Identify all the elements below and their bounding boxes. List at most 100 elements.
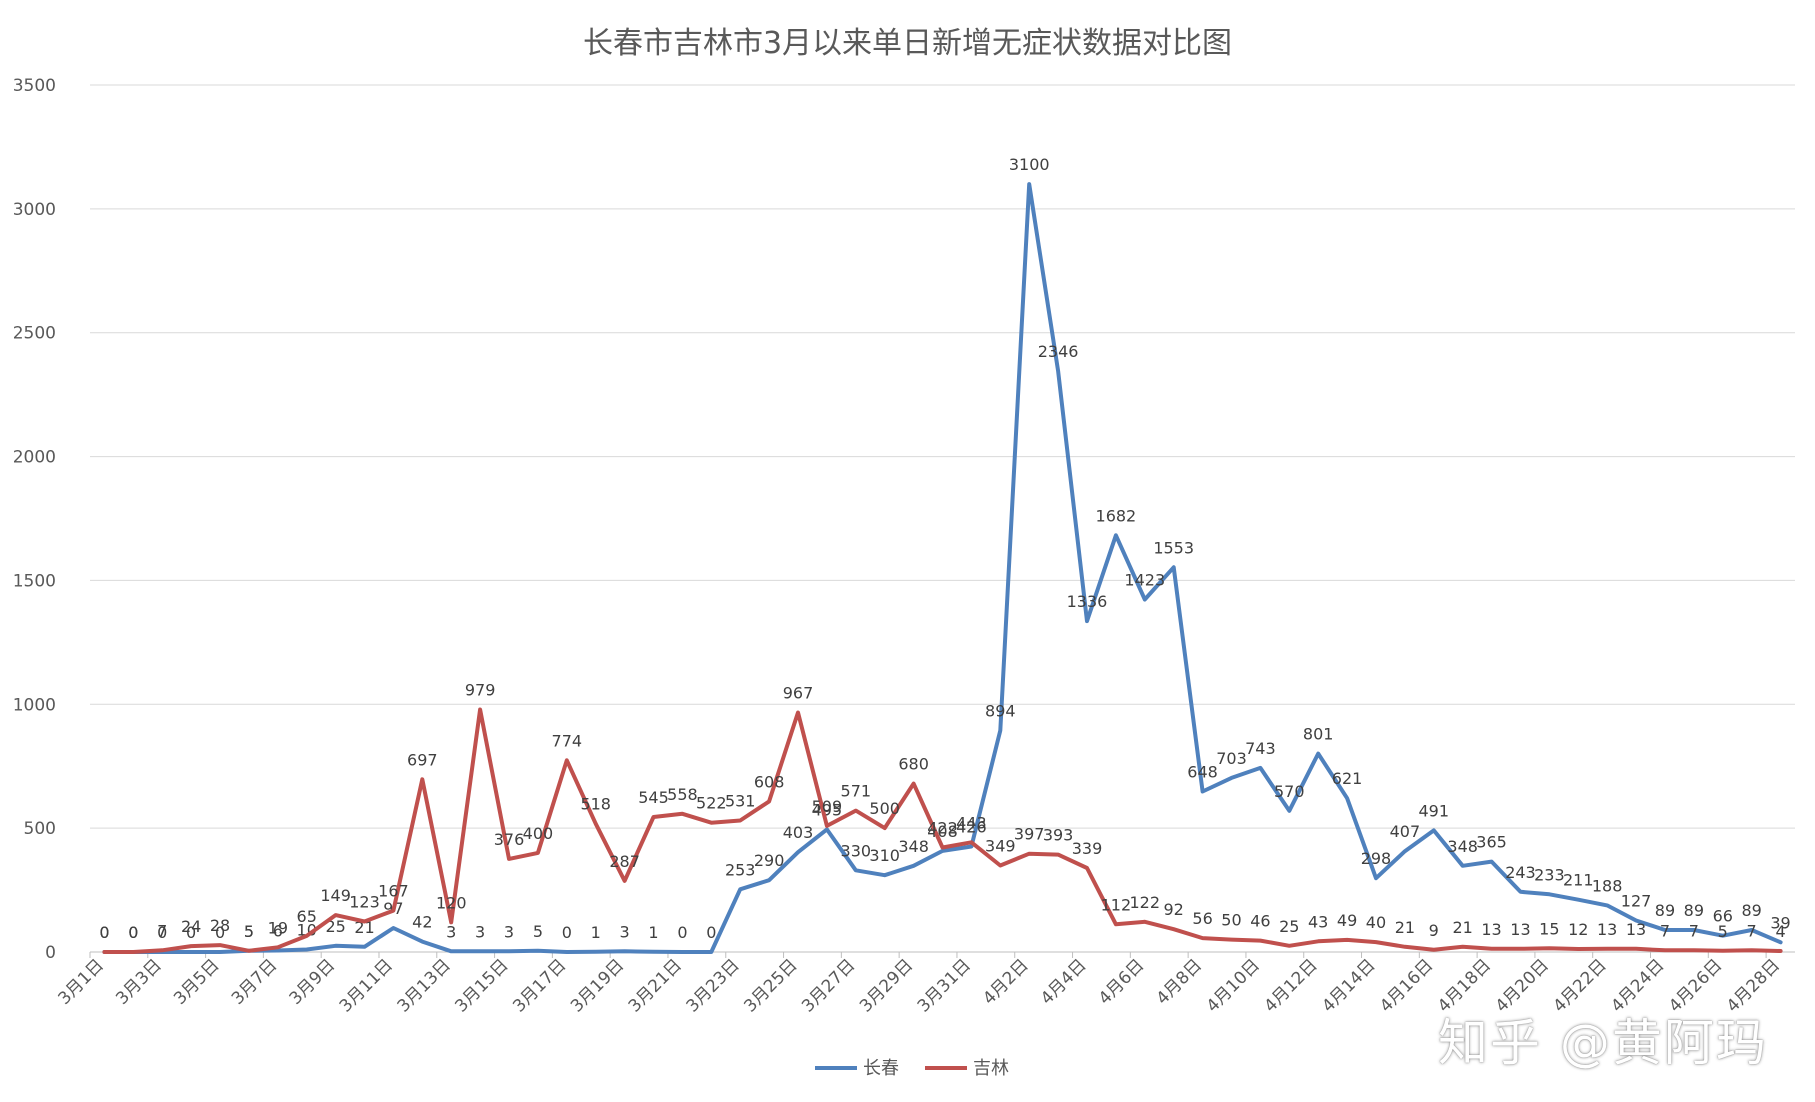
data-label: 290 — [754, 851, 785, 870]
data-label: 0 — [99, 923, 109, 942]
data-label: 801 — [1303, 725, 1334, 744]
data-label: 0 — [99, 923, 109, 942]
data-label: 92 — [1164, 900, 1184, 919]
data-label: 894 — [985, 702, 1016, 721]
data-label: 13 — [1597, 920, 1617, 939]
data-label: 19 — [268, 918, 288, 937]
y-tick-label: 0 — [45, 943, 56, 963]
data-label: 680 — [898, 755, 929, 774]
data-label: 13 — [1481, 920, 1501, 939]
data-label: 500 — [869, 799, 900, 818]
data-label: 571 — [841, 782, 872, 801]
data-label: 7 — [1660, 921, 1670, 940]
data-label: 21 — [1452, 918, 1472, 937]
data-label: 3 — [504, 922, 514, 941]
data-label: 0 — [215, 923, 225, 942]
data-label: 287 — [609, 852, 640, 871]
data-label: 65 — [297, 907, 317, 926]
data-label: 122 — [1130, 893, 1161, 912]
data-label: 522 — [696, 794, 727, 813]
x-tick-label: 3月27日 — [798, 955, 859, 1016]
data-label: 491 — [1418, 801, 1449, 820]
data-label: 365 — [1476, 833, 1507, 852]
data-label: 112 — [1101, 895, 1132, 914]
data-label: 443 — [956, 813, 987, 832]
data-label: 7 — [1689, 921, 1699, 940]
data-label: 1423 — [1124, 571, 1165, 590]
data-label: 0 — [706, 923, 716, 942]
data-label: 1553 — [1153, 538, 1194, 557]
data-label: 9 — [1429, 921, 1439, 940]
data-label: 339 — [1072, 839, 1103, 858]
data-label: 127 — [1621, 892, 1652, 911]
data-label: 3 — [446, 922, 456, 941]
x-tick-label: 4月2日 — [979, 955, 1032, 1008]
data-label: 0 — [157, 923, 167, 942]
data-label: 5 — [244, 922, 254, 941]
data-label: 703 — [1216, 749, 1247, 768]
data-label: 5 — [1718, 922, 1728, 941]
data-label: 1 — [648, 923, 658, 942]
data-label: 6 — [273, 922, 283, 941]
data-label: 400 — [523, 824, 554, 843]
y-tick-label: 3000 — [13, 200, 56, 220]
x-tick-label: 3月23日 — [683, 955, 744, 1016]
data-label: 697 — [407, 750, 438, 769]
data-label: 426 — [956, 817, 987, 836]
data-label: 608 — [754, 772, 785, 791]
y-tick-label: 3500 — [13, 76, 56, 96]
data-label: 120 — [436, 893, 467, 912]
data-label: 233 — [1534, 865, 1565, 884]
data-label: 349 — [985, 837, 1016, 856]
data-label: 0 — [128, 923, 138, 942]
data-label: 1336 — [1067, 592, 1108, 611]
data-label: 509 — [812, 797, 843, 816]
x-tick-label: 3月21日 — [625, 955, 686, 1016]
data-label: 545 — [638, 788, 669, 807]
data-label: 0 — [677, 923, 687, 942]
data-label: 49 — [1337, 911, 1357, 930]
data-label: 10 — [297, 921, 317, 940]
data-label: 558 — [667, 785, 698, 804]
data-label: 188 — [1592, 876, 1623, 895]
data-label: 979 — [465, 680, 496, 699]
data-label: 393 — [1043, 826, 1074, 845]
data-label: 348 — [1447, 837, 1478, 856]
x-tick-label: 3月25日 — [740, 955, 801, 1016]
watermark: 知乎 @黄阿玛 — [1438, 1014, 1768, 1072]
data-label: 25 — [1279, 917, 1299, 936]
data-label: 89 — [1741, 901, 1761, 920]
data-label: 50 — [1221, 911, 1241, 930]
data-label: 1682 — [1096, 506, 1137, 525]
data-label: 531 — [725, 791, 756, 810]
data-label: 3 — [475, 922, 485, 941]
data-label: 43 — [1308, 912, 1328, 931]
data-label: 518 — [580, 795, 611, 814]
data-label: 39 — [1770, 913, 1790, 932]
data-label: 774 — [552, 731, 583, 750]
x-tick-label: 3月1日 — [54, 955, 107, 1008]
series-line-0 — [102, 182, 1783, 954]
y-tick-label: 1000 — [13, 695, 56, 715]
legend-label: 吉林 — [973, 1058, 1009, 1079]
data-label: 66 — [1713, 907, 1733, 926]
x-tick-label: 4月8日 — [1153, 955, 1206, 1008]
data-label: 0 — [186, 923, 196, 942]
data-label: 24 — [181, 917, 201, 936]
data-label: 253 — [725, 860, 756, 879]
data-label: 422 — [927, 818, 958, 837]
data-label: 12 — [1568, 920, 1588, 939]
data-label: 3100 — [1009, 155, 1050, 174]
data-label: 621 — [1332, 769, 1363, 788]
data-label: 15 — [1539, 919, 1559, 938]
data-label: 5 — [244, 922, 254, 941]
data-label: 13 — [1510, 920, 1530, 939]
data-label: 0 — [562, 923, 572, 942]
data-label: 25 — [325, 917, 345, 936]
x-tick-label: 4月12日 — [1261, 955, 1322, 1016]
x-tick-label: 3月5日 — [170, 955, 223, 1008]
data-label: 243 — [1505, 863, 1536, 882]
chart-title: 长春市吉林市3月以来单日新增无症状数据对比图 — [582, 26, 1233, 61]
data-label: 397 — [1014, 825, 1045, 844]
